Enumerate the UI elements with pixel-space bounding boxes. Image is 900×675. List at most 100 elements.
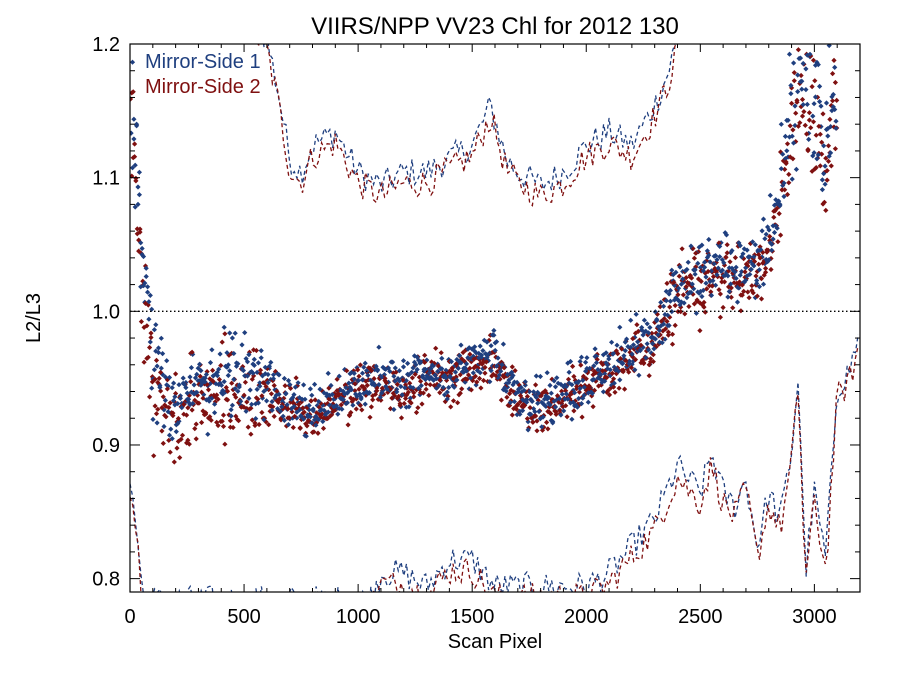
data-point-mirror-side-2 bbox=[728, 285, 734, 291]
data-point-mirror-side-1 bbox=[606, 353, 612, 359]
data-point-mirror-side-1 bbox=[607, 367, 613, 373]
data-point-mirror-side-2 bbox=[775, 239, 781, 245]
data-point-mirror-side-2 bbox=[720, 304, 726, 311]
data-point-mirror-side-1 bbox=[176, 382, 182, 388]
data-point-mirror-side-2 bbox=[760, 260, 766, 266]
data-point-mirror-side-2 bbox=[483, 359, 489, 365]
data-point-mirror-side-1 bbox=[351, 376, 357, 382]
data-point-mirror-side-2 bbox=[214, 419, 220, 425]
data-point-mirror-side-2 bbox=[418, 390, 424, 396]
x-tick-label: 3000 bbox=[792, 606, 837, 628]
data-point-mirror-side-2 bbox=[728, 294, 734, 300]
data-point-mirror-side-2 bbox=[772, 208, 778, 214]
data-point-mirror-side-1 bbox=[769, 247, 775, 253]
data-point-mirror-side-2 bbox=[316, 404, 322, 410]
data-point-mirror-side-2 bbox=[628, 365, 634, 371]
data-point-mirror-side-1 bbox=[528, 411, 534, 417]
data-point-mirror-side-2 bbox=[646, 373, 652, 379]
data-point-mirror-side-1 bbox=[407, 395, 413, 401]
data-point-mirror-side-2 bbox=[736, 279, 743, 285]
data-point-mirror-side-2 bbox=[429, 368, 435, 374]
data-point-mirror-side-2 bbox=[827, 116, 833, 122]
data-point-mirror-side-2 bbox=[548, 400, 554, 406]
data-point-mirror-side-2 bbox=[252, 420, 258, 426]
data-point-mirror-side-1 bbox=[570, 387, 576, 393]
data-point-mirror-side-1 bbox=[669, 267, 675, 273]
data-point-mirror-side-1 bbox=[495, 355, 501, 361]
data-point-mirror-side-1 bbox=[628, 344, 634, 350]
data-point-mirror-side-1 bbox=[164, 382, 170, 388]
data-point-mirror-side-1 bbox=[559, 391, 565, 397]
data-point-mirror-side-2 bbox=[782, 187, 788, 193]
data-point-mirror-side-1 bbox=[287, 382, 293, 388]
data-point-mirror-side-1 bbox=[379, 390, 385, 396]
data-point-mirror-side-2 bbox=[676, 273, 682, 279]
data-point-mirror-side-1 bbox=[658, 323, 664, 329]
data-point-mirror-side-1 bbox=[771, 229, 778, 236]
data-point-mirror-side-1 bbox=[561, 384, 567, 390]
data-point-mirror-side-2 bbox=[763, 269, 769, 275]
data-point-mirror-side-1 bbox=[443, 375, 449, 381]
data-point-mirror-side-1 bbox=[551, 398, 557, 404]
data-point-mirror-side-2 bbox=[398, 415, 405, 421]
data-point-mirror-side-2 bbox=[832, 146, 838, 152]
data-point-mirror-side-1 bbox=[595, 367, 601, 373]
data-point-mirror-side-2 bbox=[567, 392, 573, 398]
data-point-mirror-side-1 bbox=[162, 374, 168, 380]
data-point-mirror-side-1 bbox=[171, 380, 177, 386]
data-point-mirror-side-1 bbox=[228, 407, 234, 413]
data-point-mirror-side-1 bbox=[751, 263, 757, 269]
data-point-mirror-side-1 bbox=[335, 411, 341, 417]
data-point-mirror-side-1 bbox=[799, 78, 805, 84]
data-point-mirror-side-1 bbox=[491, 327, 497, 334]
data-point-mirror-side-2 bbox=[806, 110, 812, 116]
data-point-mirror-side-1 bbox=[175, 401, 181, 407]
data-point-mirror-side-1 bbox=[684, 295, 690, 301]
data-point-mirror-side-2 bbox=[184, 440, 190, 446]
data-point-mirror-side-2 bbox=[706, 283, 712, 289]
data-point-mirror-side-1 bbox=[183, 385, 189, 391]
data-point-mirror-side-2 bbox=[500, 373, 506, 379]
data-point-mirror-side-1 bbox=[791, 60, 797, 66]
data-point-mirror-side-2 bbox=[351, 396, 357, 402]
data-point-mirror-side-1 bbox=[555, 380, 561, 386]
data-point-mirror-side-1 bbox=[250, 361, 256, 367]
data-point-mirror-side-2 bbox=[515, 402, 521, 408]
data-point-mirror-side-1 bbox=[778, 121, 784, 127]
data-point-mirror-side-1 bbox=[726, 288, 732, 295]
data-point-mirror-side-1 bbox=[390, 359, 396, 365]
data-point-mirror-side-2 bbox=[831, 57, 837, 63]
data-point-mirror-side-1 bbox=[741, 279, 747, 285]
data-point-mirror-side-1 bbox=[143, 273, 149, 280]
data-point-mirror-side-1 bbox=[187, 402, 193, 408]
data-point-mirror-side-1 bbox=[140, 253, 147, 260]
data-point-mirror-side-2 bbox=[422, 359, 428, 365]
data-point-mirror-side-2 bbox=[819, 139, 825, 145]
data-point-mirror-side-2 bbox=[572, 377, 578, 383]
data-point-mirror-side-1 bbox=[358, 394, 364, 400]
data-point-mirror-side-1 bbox=[225, 372, 231, 379]
data-point-mirror-side-1 bbox=[158, 335, 164, 341]
data-point-mirror-side-1 bbox=[344, 400, 350, 406]
data-point-mirror-side-1 bbox=[758, 247, 764, 253]
data-point-mirror-side-1 bbox=[500, 387, 506, 393]
lower-envelope-1 bbox=[130, 334, 859, 592]
data-point-mirror-side-1 bbox=[281, 417, 287, 423]
data-point-mirror-side-1 bbox=[670, 272, 676, 278]
data-point-mirror-side-1 bbox=[313, 422, 319, 428]
data-point-mirror-side-2 bbox=[664, 280, 670, 286]
data-point-mirror-side-2 bbox=[430, 370, 436, 376]
data-point-mirror-side-1 bbox=[312, 381, 318, 387]
data-point-mirror-side-1 bbox=[135, 201, 141, 207]
data-point-mirror-side-2 bbox=[798, 104, 804, 110]
data-point-mirror-side-1 bbox=[403, 404, 409, 410]
data-point-mirror-side-1 bbox=[506, 377, 512, 383]
data-point-mirror-side-1 bbox=[439, 355, 445, 361]
data-point-mirror-side-1 bbox=[365, 372, 371, 378]
data-point-mirror-side-2 bbox=[219, 418, 225, 424]
data-point-mirror-side-1 bbox=[255, 400, 261, 406]
data-point-mirror-side-1 bbox=[595, 375, 601, 381]
data-point-mirror-side-2 bbox=[669, 331, 676, 337]
data-point-mirror-side-1 bbox=[231, 376, 237, 382]
data-point-mirror-side-1 bbox=[602, 371, 608, 377]
